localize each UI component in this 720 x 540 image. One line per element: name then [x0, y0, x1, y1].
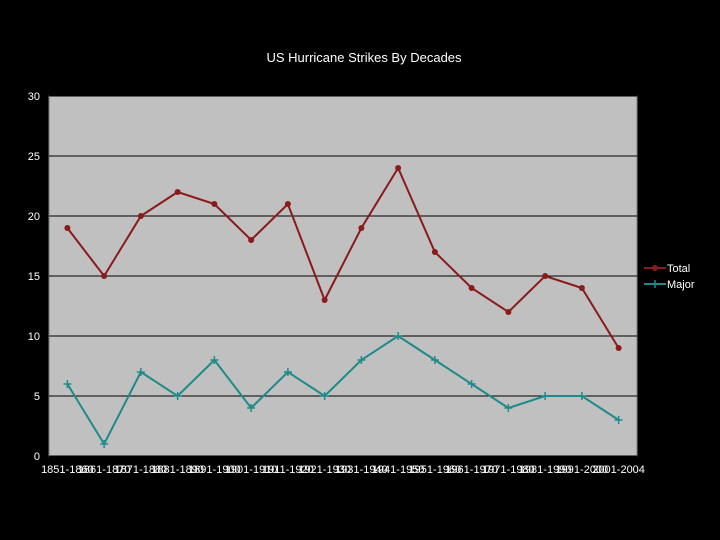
legend-marker [652, 265, 658, 271]
x-tick-label: 1861-1870 [78, 464, 131, 476]
data-point [542, 273, 549, 279]
legend: Total Major [640, 260, 720, 293]
series-line [66, 334, 620, 447]
data-point [247, 404, 256, 412]
data-point [505, 309, 512, 315]
data-point [136, 368, 145, 376]
y-tick-label: 10 [28, 331, 40, 343]
data-point [615, 345, 622, 351]
data-point [394, 332, 403, 340]
chart-title: US Hurricane Strikes By Decades [266, 50, 462, 65]
data-point [578, 285, 585, 291]
data-point [248, 237, 255, 243]
data-point [320, 392, 329, 400]
x-tick-label: 1951-1960 [409, 464, 462, 476]
data-point [63, 380, 72, 388]
legend-box [640, 260, 720, 293]
x-tick-label: 1991-2000 [556, 464, 609, 476]
x-tick-label: 1891-1900 [188, 464, 241, 476]
y-tick-label: 25 [28, 151, 40, 163]
x-tick-label: 1971-1980 [482, 464, 535, 476]
legend-marker [651, 280, 659, 288]
y-tick-label: 30 [28, 91, 40, 103]
data-point [284, 201, 291, 207]
x-tick-label: 1981-1990 [519, 464, 572, 476]
data-point [137, 213, 144, 219]
x-tick-label: 1871-1880 [115, 464, 168, 476]
data-point [173, 392, 182, 400]
data-point [430, 356, 439, 364]
x-tick-label: 1881-1890 [151, 464, 204, 476]
x-tick-label: 1921-1930 [298, 464, 351, 476]
data-point [64, 225, 71, 231]
y-axis-ticks: 0 5 10 15 20 25 30 [28, 91, 40, 463]
x-axis-ticks: 1851-18601861-18701871-18801881-18901891… [41, 464, 645, 476]
data-point [210, 356, 219, 364]
series-layer [63, 165, 623, 448]
data-point [541, 392, 550, 400]
gridlines [49, 95, 637, 457]
legend-label: Total [667, 263, 690, 275]
y-tick-label: 0 [34, 451, 40, 463]
y-tick-label: 5 [34, 391, 40, 403]
series-major [63, 332, 623, 448]
y-tick-label: 20 [28, 211, 40, 223]
data-point [467, 380, 476, 388]
x-tick-label: 2001-2004 [592, 464, 645, 476]
data-point [395, 165, 402, 171]
data-point [174, 189, 181, 195]
data-point [357, 356, 366, 364]
x-tick-label: 1851-1860 [41, 464, 94, 476]
x-tick-label: 1961-1970 [445, 464, 498, 476]
series-line [66, 165, 620, 349]
data-point [101, 273, 108, 279]
data-point [100, 440, 109, 448]
x-tick-label: 1931-1940 [335, 464, 388, 476]
series-total [64, 165, 622, 351]
data-point [614, 416, 623, 424]
data-point [283, 368, 292, 376]
data-point [468, 285, 475, 291]
x-tick-label: 1941-1950 [372, 464, 425, 476]
data-point [211, 201, 218, 207]
y-tick-label: 15 [28, 271, 40, 283]
data-point [577, 392, 586, 400]
data-point [358, 225, 365, 231]
x-tick-label: 1911-1920 [262, 464, 314, 476]
data-point [321, 297, 328, 303]
x-tick-label: 1901-1910 [225, 464, 278, 476]
data-point [504, 404, 513, 412]
legend-label: Major [667, 279, 695, 291]
data-point [431, 249, 438, 255]
